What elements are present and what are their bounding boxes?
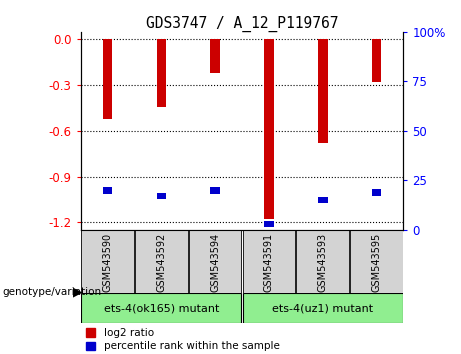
Bar bbox=[103, 187, 112, 194]
Text: GSM543592: GSM543592 bbox=[156, 233, 166, 292]
Bar bbox=[372, 40, 381, 82]
Text: ▶: ▶ bbox=[73, 286, 83, 298]
Bar bbox=[318, 197, 327, 204]
Bar bbox=[318, 40, 327, 143]
Bar bbox=[189, 230, 242, 293]
Bar bbox=[242, 230, 295, 293]
Bar bbox=[81, 293, 242, 323]
Bar bbox=[242, 293, 403, 323]
Text: ets-4(ok165) mutant: ets-4(ok165) mutant bbox=[104, 303, 219, 313]
Bar bbox=[156, 40, 166, 107]
Bar bbox=[135, 230, 188, 293]
Text: ets-4(uz1) mutant: ets-4(uz1) mutant bbox=[272, 303, 373, 313]
Bar bbox=[350, 230, 403, 293]
Bar bbox=[264, 221, 274, 227]
Text: GSM543590: GSM543590 bbox=[102, 233, 112, 292]
Text: GSM543591: GSM543591 bbox=[264, 233, 274, 292]
Bar bbox=[264, 40, 274, 219]
Text: GSM543594: GSM543594 bbox=[210, 233, 220, 292]
Text: GSM543595: GSM543595 bbox=[372, 233, 382, 292]
Bar bbox=[210, 187, 220, 194]
Text: GSM543593: GSM543593 bbox=[318, 233, 328, 292]
Bar bbox=[210, 40, 220, 73]
Text: genotype/variation: genotype/variation bbox=[2, 287, 101, 297]
Legend: log2 ratio, percentile rank within the sample: log2 ratio, percentile rank within the s… bbox=[86, 329, 279, 352]
Bar bbox=[81, 230, 134, 293]
Bar bbox=[103, 40, 112, 119]
Bar bbox=[156, 193, 166, 200]
Bar bbox=[296, 230, 349, 293]
Bar bbox=[372, 189, 381, 195]
Title: GDS3747 / A_12_P119767: GDS3747 / A_12_P119767 bbox=[146, 16, 338, 32]
